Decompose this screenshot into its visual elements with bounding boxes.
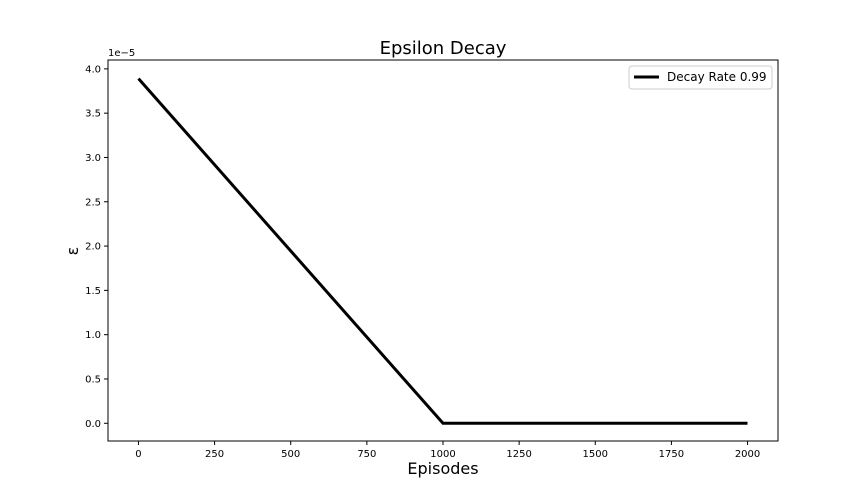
y-tick-label: 3.5 [85, 109, 101, 120]
legend: Decay Rate 0.99 [628, 65, 773, 90]
y-tick-label: 4.0 [85, 64, 101, 75]
x-tick-label: 0 [135, 449, 141, 460]
legend-label: Decay Rate 0.99 [667, 70, 767, 84]
y-offset-label: 1e−5 [108, 48, 135, 59]
legend-frame [628, 65, 773, 90]
y-tick-label: 2.5 [85, 197, 101, 208]
plot-area [107, 59, 779, 442]
x-axis: 0 250 500 750 1000 1250 1500 1750 2000 [135, 441, 760, 460]
y-axis: 0.0 0.5 1.0 1.5 2.0 2.5 3.0 3.5 4.0 [85, 64, 108, 430]
y-axis-label: ε [63, 247, 82, 256]
x-tick-label: 1250 [506, 449, 531, 460]
plot-frame [107, 59, 779, 442]
y-tick-label: 0.5 [85, 374, 101, 385]
x-tick-label: 1000 [430, 449, 455, 460]
y-tick-label: 1.0 [85, 330, 101, 341]
x-tick-label: 2000 [735, 449, 760, 460]
series-layer [137, 77, 748, 425]
x-tick-label: 250 [205, 449, 224, 460]
series-line [137, 77, 748, 425]
x-axis-label: Episodes [407, 459, 478, 478]
x-tick-label: 750 [357, 449, 376, 460]
x-tick-label: 1500 [583, 449, 608, 460]
chart-title: Epsilon Decay [380, 38, 507, 59]
y-tick-label: 3.0 [85, 153, 101, 164]
y-tick-label: 0.0 [85, 419, 101, 430]
y-tick-label: 1.5 [85, 286, 101, 297]
x-tick-label: 500 [281, 449, 300, 460]
x-tick-label: 1750 [659, 449, 684, 460]
y-tick-label: 2.0 [85, 242, 101, 253]
